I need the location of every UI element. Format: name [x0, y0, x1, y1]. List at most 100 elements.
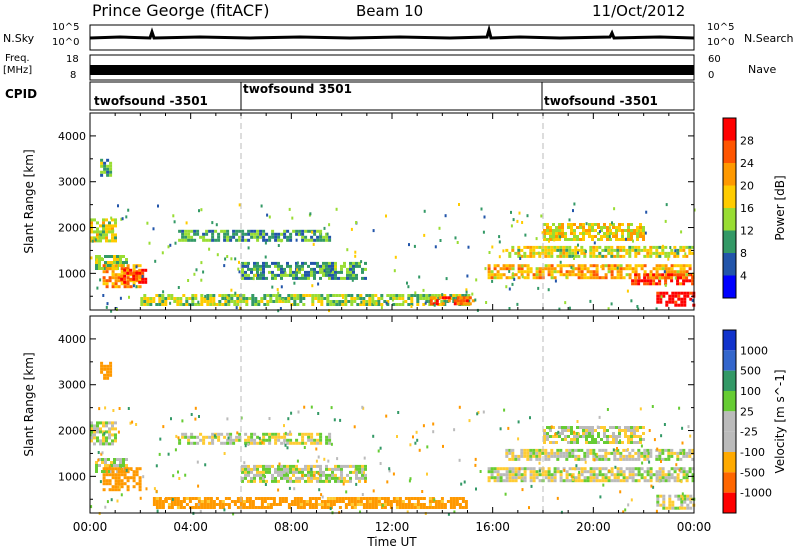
echo-cell — [149, 297, 153, 300]
echo-cell — [529, 267, 533, 271]
scatter-point — [434, 245, 437, 249]
echo-cell — [655, 476, 659, 480]
echo-cell — [295, 467, 298, 471]
echo-cell — [619, 454, 623, 458]
echo-cell — [523, 479, 527, 483]
echo-cell — [532, 276, 536, 280]
scatter-point — [142, 475, 145, 479]
echo-cell — [296, 497, 300, 500]
echo-cell — [490, 473, 494, 477]
scatter-point — [577, 432, 580, 436]
echo-cell — [254, 297, 258, 300]
echo-cell — [673, 254, 677, 258]
echo-cell — [284, 300, 288, 303]
echo-cell — [170, 503, 174, 506]
echo-cell — [671, 503, 675, 507]
echo-cell — [589, 264, 593, 268]
echo-cell — [332, 303, 336, 306]
echo-cell — [670, 267, 674, 271]
echo-cell — [523, 473, 527, 477]
echo-cell — [664, 473, 668, 477]
echo-cell — [676, 467, 680, 471]
echo-cell — [120, 482, 124, 486]
echo-cell — [307, 473, 310, 477]
echo-cell — [371, 503, 375, 506]
echo-cell — [316, 261, 319, 265]
echo-cell — [301, 470, 304, 474]
echo-cell — [621, 232, 624, 235]
scatter-point — [460, 482, 463, 486]
echo-cell — [349, 273, 352, 277]
scatter-point — [476, 412, 479, 416]
echo-cell — [574, 248, 578, 252]
echo-cell — [462, 299, 466, 303]
echo-cell — [580, 276, 584, 280]
scatter-point — [474, 457, 477, 461]
echo-cell — [592, 254, 596, 258]
scatter-point — [538, 469, 541, 473]
echo-cell — [101, 267, 104, 270]
echo-cell — [102, 482, 106, 486]
echo-cell — [114, 276, 118, 280]
echo-cell — [114, 476, 118, 480]
echo-cell — [304, 473, 307, 477]
echo-cell — [329, 497, 333, 500]
scatter-point — [125, 468, 128, 472]
echo-cell — [331, 270, 334, 274]
echo-cell — [280, 441, 284, 445]
scatter-point — [223, 264, 226, 268]
echo-cell — [304, 432, 308, 436]
echo-cell — [173, 297, 177, 300]
echo-cell — [490, 273, 494, 277]
echo-cell — [190, 238, 194, 242]
scatter-point — [216, 253, 219, 257]
echo-cell — [138, 264, 142, 268]
echo-cell — [582, 232, 585, 235]
echo-cell — [431, 500, 435, 503]
echo-cell — [287, 297, 291, 300]
echo-cell — [325, 235, 329, 239]
echo-cell — [505, 473, 509, 477]
echo-cell — [310, 261, 313, 265]
echo-cell — [247, 479, 250, 483]
echo-cell — [271, 235, 275, 239]
echo-cell — [135, 274, 139, 278]
echo-cell — [682, 254, 686, 258]
colorbar-tick-label: 4 — [740, 270, 747, 283]
echo-cell — [209, 506, 213, 509]
echo-cell — [610, 470, 614, 474]
scatter-point — [211, 221, 214, 225]
echo-cell — [244, 276, 247, 280]
echo-cell — [583, 254, 587, 258]
echo-cell — [607, 248, 611, 252]
echo-cell — [359, 500, 363, 503]
echo-cell — [583, 251, 587, 255]
echo-cell — [449, 497, 453, 500]
echo-cell — [253, 229, 257, 233]
echo-cell — [526, 267, 530, 271]
echo-cell — [514, 251, 518, 255]
echo-cell — [114, 479, 118, 483]
echo-cell — [141, 280, 145, 284]
echo-cell — [624, 426, 627, 429]
echo-cell — [637, 264, 641, 268]
echo-cell — [337, 479, 340, 483]
echo-cell — [670, 270, 674, 274]
scatter-point — [227, 436, 230, 440]
echo-cell — [428, 500, 432, 503]
echo-cell — [141, 271, 145, 275]
echo-cell — [392, 500, 396, 503]
echo-cell — [100, 158, 104, 162]
echo-cell — [571, 254, 575, 258]
echo-cell — [631, 248, 635, 252]
echo-cell — [278, 297, 282, 300]
echo-cell — [110, 461, 113, 464]
echo-cell — [607, 270, 611, 274]
echo-cell — [202, 238, 206, 242]
echo-cell — [674, 303, 678, 307]
echo-cell — [114, 488, 118, 492]
scatter-point — [190, 413, 193, 416]
echo-cell — [295, 273, 298, 277]
echo-cell — [108, 227, 111, 231]
echo-cell — [553, 454, 557, 458]
